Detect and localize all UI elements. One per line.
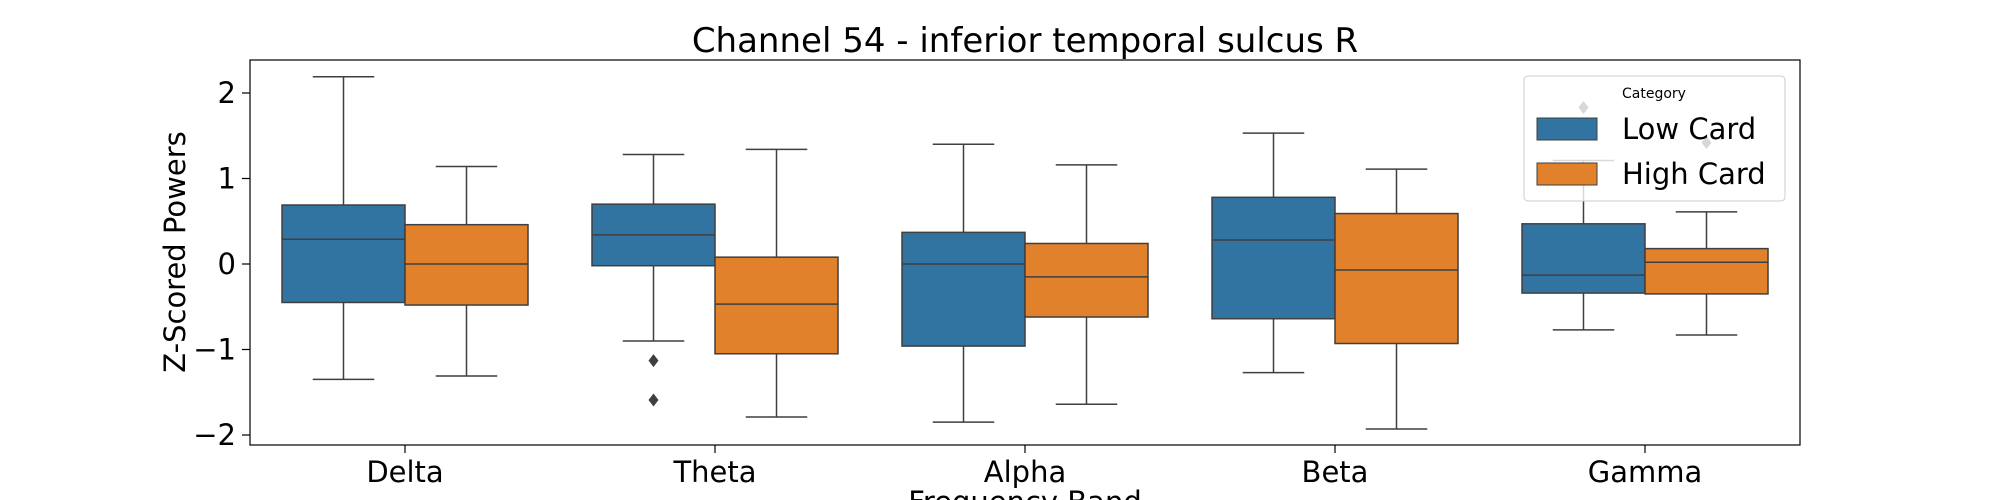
iqr-box <box>404 223 529 306</box>
y-tick-label: 2 <box>218 76 236 110</box>
x-tick-label: Beta <box>1302 455 1369 489</box>
x-axis-label: Frequency Band <box>908 485 1142 500</box>
outlier-point <box>648 393 659 407</box>
x-tick-label: Gamma <box>1588 455 1703 489</box>
x-tick-label: Theta <box>672 455 756 489</box>
legend-title: Category <box>1622 86 1686 102</box>
legend-swatch-low-card <box>1536 117 1598 141</box>
y-axis-label: Z-Scored Powers <box>158 131 192 372</box>
y-tick-label: 0 <box>218 247 236 281</box>
box-high-card-delta <box>404 165 529 377</box>
iqr-box <box>1334 212 1459 345</box>
legend-swatch-high-card <box>1536 162 1598 186</box>
box-high-card-beta <box>1334 168 1459 430</box>
iqr-box <box>281 204 406 304</box>
chart-title: Channel 54 - inferior temporal sulcus R <box>692 21 1358 61</box>
box-low-card-gamma <box>1521 101 1646 331</box>
y-tick-label: 1 <box>218 162 236 196</box>
box-low-card-delta <box>281 76 406 381</box>
iqr-box <box>1644 247 1769 295</box>
x-tick-label: Alpha <box>984 455 1066 489</box>
legend: Category Low Card High Card <box>1523 75 1786 202</box>
outlier-point <box>648 354 659 368</box>
legend-label-low-card: Low Card <box>1622 112 1756 146</box>
y-tick-label: −1 <box>193 333 236 367</box>
iqr-box <box>1211 196 1336 320</box>
box-high-card-theta <box>714 148 839 418</box>
box-low-card-alpha <box>901 143 1026 423</box>
y-axis: 2 1 0 −1 −2 <box>193 76 250 452</box>
box-low-card-beta <box>1211 132 1336 374</box>
iqr-box <box>901 231 1026 347</box>
box-low-card-theta <box>591 153 716 407</box>
iqr-box <box>714 256 839 355</box>
legend-label-high-card: High Card <box>1622 157 1766 191</box>
box-high-card-gamma <box>1644 136 1769 336</box>
x-axis: Delta Theta Alpha Beta Gamma <box>366 445 1702 489</box>
boxes <box>281 76 1769 430</box>
iqr-box <box>1024 242 1149 318</box>
box-high-card-alpha <box>1024 164 1149 405</box>
x-tick-label: Delta <box>366 455 443 489</box>
iqr-box <box>1521 223 1646 294</box>
y-tick-label: −2 <box>193 418 236 452</box>
